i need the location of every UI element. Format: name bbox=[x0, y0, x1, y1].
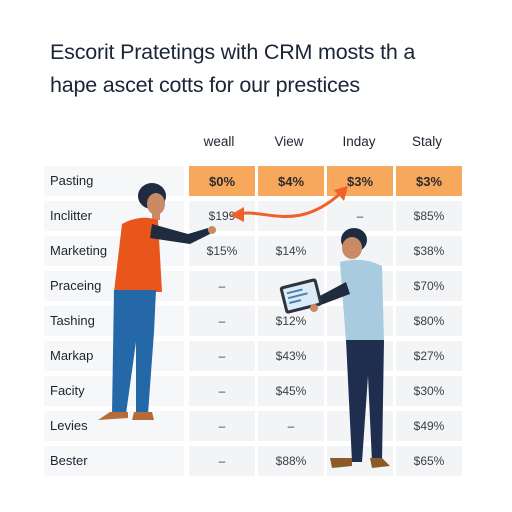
table-row: Bester – $88% $65% bbox=[44, 446, 464, 476]
row-label: Levies bbox=[50, 418, 88, 433]
person-pointing-illustration bbox=[98, 183, 216, 420]
row-label-cell bbox=[44, 446, 184, 476]
title-line-2: hape ascet cotts for our prestices bbox=[50, 73, 360, 97]
table-cell: – bbox=[189, 306, 255, 336]
table-cell: $65% bbox=[396, 446, 462, 476]
table-cell: $3% bbox=[396, 166, 462, 196]
curved-arrow-icon bbox=[230, 186, 348, 222]
table-row: Levies – – $49% bbox=[44, 411, 464, 441]
table-cell: $30% bbox=[396, 376, 462, 406]
title-line-1: Escorit Pratetings with CRM mosts th a bbox=[50, 40, 416, 64]
table-cell: $15% bbox=[189, 236, 255, 266]
table-cell: $85% bbox=[396, 201, 462, 231]
row-label: Marketing bbox=[50, 243, 108, 258]
table-cell: $49% bbox=[396, 411, 462, 441]
table-cell: – bbox=[258, 411, 324, 441]
table-row: Markap – $43% $27% bbox=[44, 341, 464, 371]
column-header: Staly bbox=[411, 134, 442, 149]
table-cell: $0% bbox=[189, 166, 255, 196]
table-cell: – bbox=[189, 376, 255, 406]
row-label: Facity bbox=[50, 383, 85, 398]
row-label: Bester bbox=[50, 453, 88, 468]
table-cell: – bbox=[189, 446, 255, 476]
table-cell: $45% bbox=[258, 376, 324, 406]
table-cell: – bbox=[189, 411, 255, 441]
column-header: weall bbox=[203, 134, 235, 149]
table-cell: $70% bbox=[396, 271, 462, 301]
table-cell: – bbox=[327, 201, 393, 231]
table-cell: $38% bbox=[396, 236, 462, 266]
row-label: Markap bbox=[50, 348, 94, 363]
row-label-cell bbox=[44, 236, 184, 266]
row-label: Praceing bbox=[50, 278, 102, 293]
table-cell: – bbox=[189, 341, 255, 371]
column-header: View bbox=[274, 134, 304, 149]
table-cell: $4% bbox=[258, 166, 324, 196]
row-label: Tashing bbox=[50, 313, 95, 328]
table-row: Marketing $15% $14% $38% bbox=[44, 236, 464, 266]
page-title: Escorit Pratetings with CRM mosts th a h… bbox=[50, 36, 490, 102]
row-label: Inclitter bbox=[50, 208, 92, 223]
table-cell: $88% bbox=[258, 446, 324, 476]
row-label: Pasting bbox=[50, 173, 94, 188]
table-cell: $27% bbox=[396, 341, 462, 371]
table-row: Pasting $0% $4% $3% $3% bbox=[44, 166, 464, 196]
column-header: Inday bbox=[342, 134, 376, 149]
table-cell: $80% bbox=[396, 306, 462, 336]
person-with-tablet-illustration bbox=[316, 228, 390, 468]
table-cell: $14% bbox=[258, 236, 324, 266]
table-cell: – bbox=[189, 271, 255, 301]
tablet-icon bbox=[279, 278, 323, 314]
table-cell: $43% bbox=[258, 341, 324, 371]
